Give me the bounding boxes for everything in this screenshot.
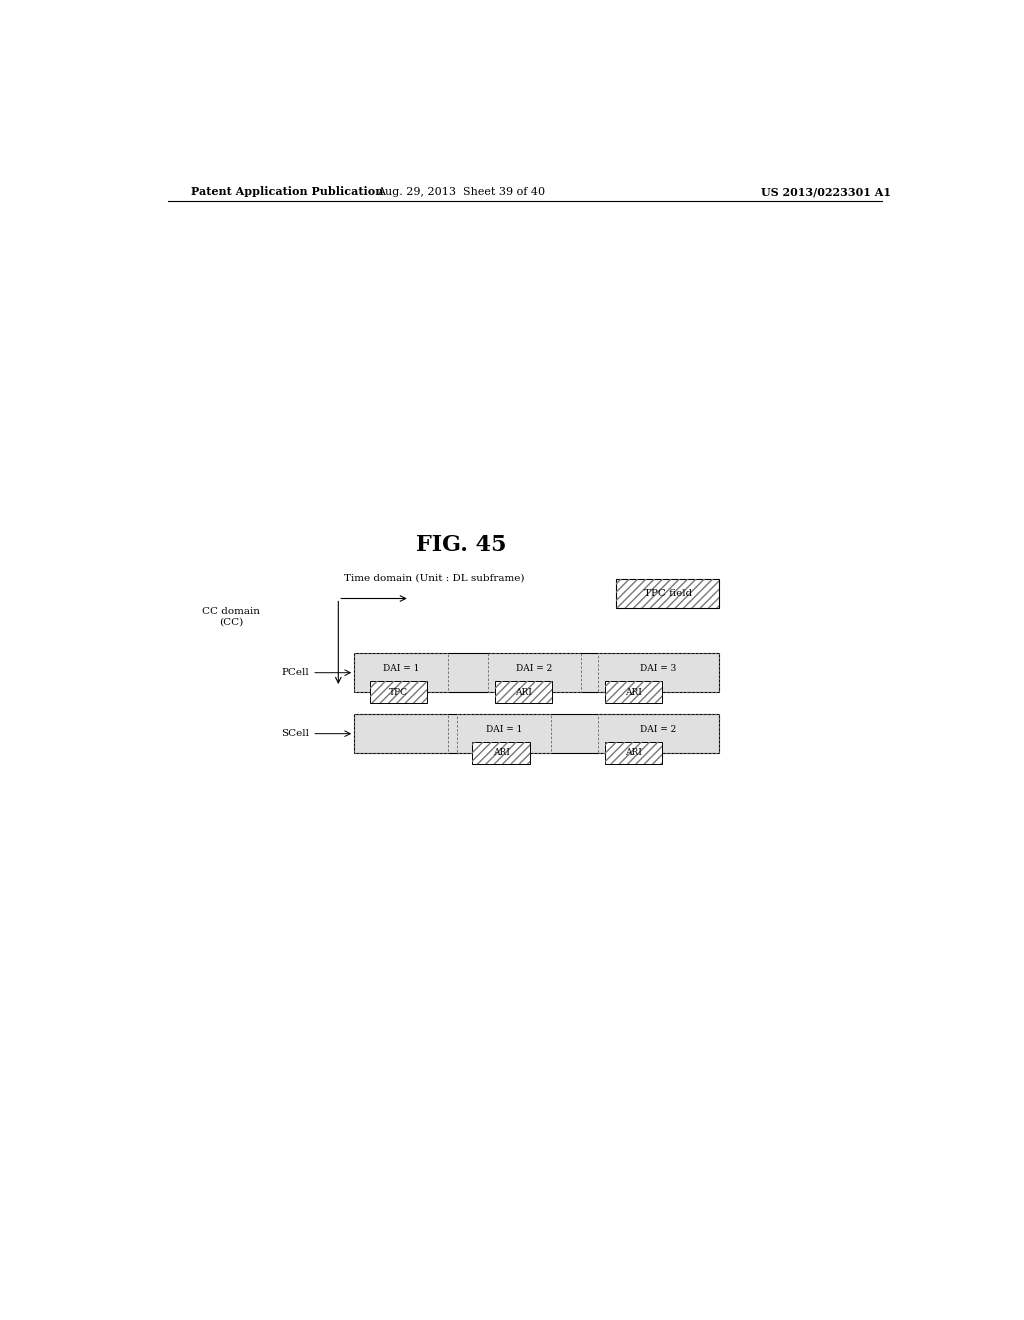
Bar bbox=[598, 653, 719, 692]
Bar bbox=[472, 742, 529, 764]
Text: DAI = 2: DAI = 2 bbox=[640, 725, 677, 734]
Bar bbox=[605, 681, 663, 704]
Bar bbox=[616, 579, 719, 607]
Text: Time domain (Unit : DL subframe): Time domain (Unit : DL subframe) bbox=[344, 574, 524, 582]
Bar bbox=[458, 714, 551, 752]
Bar bbox=[495, 681, 552, 704]
Text: DAI = 2: DAI = 2 bbox=[516, 664, 553, 673]
Bar bbox=[495, 681, 552, 704]
Text: ARI: ARI bbox=[493, 748, 509, 758]
Bar bbox=[598, 714, 719, 752]
Bar bbox=[487, 653, 582, 692]
Text: ARI: ARI bbox=[625, 748, 642, 758]
Text: DAI = 3: DAI = 3 bbox=[640, 664, 677, 673]
Bar bbox=[354, 653, 447, 692]
Text: ARI: ARI bbox=[625, 688, 642, 697]
Bar bbox=[616, 579, 719, 607]
Text: CC domain
(CC): CC domain (CC) bbox=[202, 607, 260, 627]
Bar bbox=[354, 714, 719, 752]
Text: PCell: PCell bbox=[282, 668, 309, 677]
Bar bbox=[472, 742, 529, 764]
Text: SCell: SCell bbox=[281, 729, 309, 738]
Text: DAI = 1: DAI = 1 bbox=[383, 664, 419, 673]
Bar bbox=[605, 742, 663, 764]
Bar bbox=[605, 681, 663, 704]
Text: ARI: ARI bbox=[515, 688, 531, 697]
Bar bbox=[354, 653, 719, 692]
Bar bbox=[370, 681, 427, 704]
Text: US 2013/0223301 A1: US 2013/0223301 A1 bbox=[762, 186, 891, 198]
Bar bbox=[354, 714, 447, 752]
Text: TPC field: TPC field bbox=[643, 589, 692, 598]
Text: TPC: TPC bbox=[389, 688, 409, 697]
Text: Aug. 29, 2013  Sheet 39 of 40: Aug. 29, 2013 Sheet 39 of 40 bbox=[377, 187, 546, 197]
Bar bbox=[605, 742, 663, 764]
Text: DAI = 1: DAI = 1 bbox=[486, 725, 522, 734]
Text: FIG. 45: FIG. 45 bbox=[416, 533, 507, 556]
Bar bbox=[370, 681, 427, 704]
Text: Patent Application Publication: Patent Application Publication bbox=[191, 186, 384, 198]
